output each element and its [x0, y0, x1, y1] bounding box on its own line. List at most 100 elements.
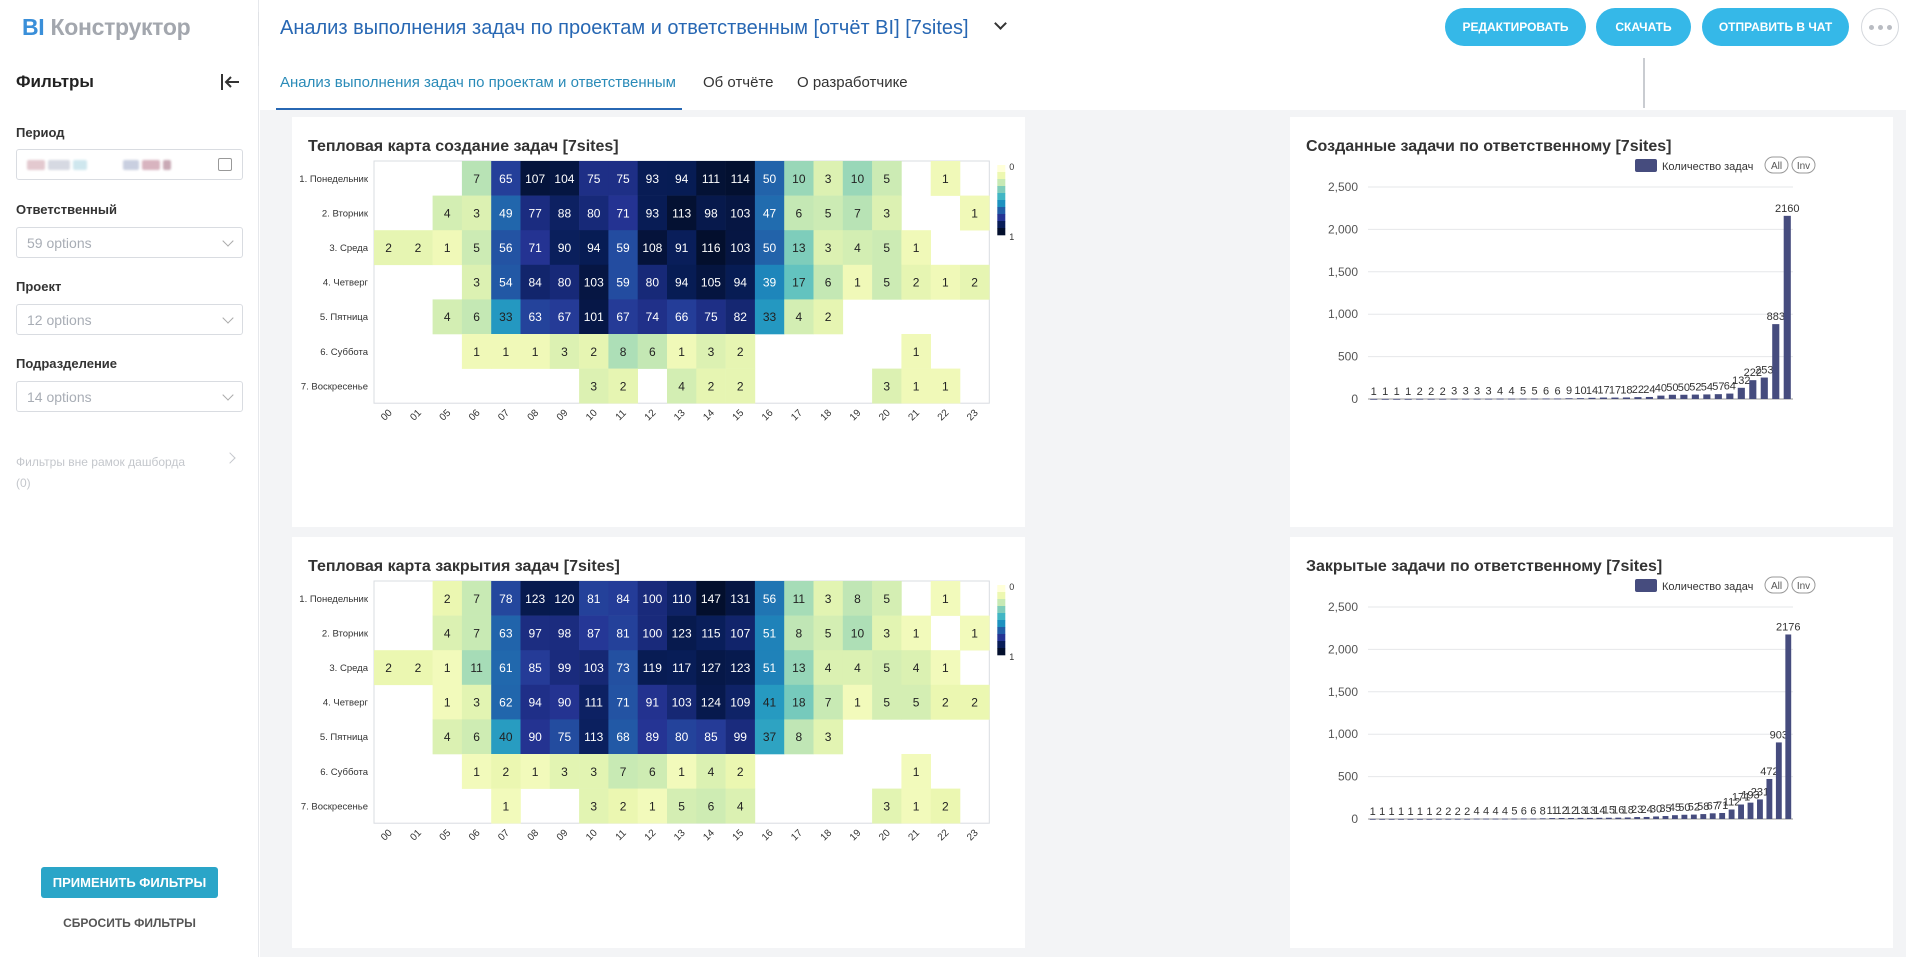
heatmap-cell: [872, 581, 902, 616]
edit-button[interactable]: РЕДАКТИРОВАТЬ: [1445, 8, 1586, 46]
bar: [1530, 398, 1539, 400]
bar: [1691, 394, 1699, 399]
heatmap-value: 100: [642, 626, 662, 640]
bar-created-card: Созданные задачи по ответственному [7sit…: [1290, 117, 1893, 527]
chevron-right-icon[interactable]: [224, 452, 236, 464]
bar: [1454, 818, 1461, 820]
chart-title: Созданные задачи по ответственному [7sit…: [1306, 138, 1672, 155]
heatmap-row-label: 3. Среда: [329, 663, 368, 674]
heatmap-closed-card: Тепловая карта закрытия задач [7sites] 2…: [292, 537, 1025, 948]
heatmap-value: 94: [675, 172, 689, 186]
y-tick-label: 2,500: [1328, 180, 1358, 194]
heatmap-value: 4: [737, 799, 744, 813]
heatmap-cell: [549, 615, 580, 651]
scrollbar[interactable]: [1643, 58, 1645, 108]
heatmap-cell: [901, 754, 931, 789]
project-select[interactable]: 12 options: [16, 304, 243, 335]
heatmap-col-label: 15: [731, 827, 747, 843]
bar-value-label: 50: [1678, 382, 1690, 394]
period-date-input[interactable]: [16, 149, 243, 180]
bar-value-label: 883: [1767, 311, 1785, 323]
heatmap-col-label: 07: [496, 407, 512, 423]
heatmap-value: 3: [883, 799, 890, 813]
heatmap-cell: [637, 161, 668, 196]
filters-title: Фильтры: [16, 72, 94, 91]
heatmap-cell: [930, 368, 961, 404]
responsible-select[interactable]: 59 options: [16, 227, 243, 258]
apply-filters-button[interactable]: ПРИМЕНИТЬ ФИЛЬТРЫ: [41, 867, 218, 898]
heatmap-row-label: 2. Вторник: [322, 208, 369, 219]
heatmap-cell: [374, 650, 404, 686]
heatmap-row-label: 6. Суббота: [320, 767, 368, 778]
heatmap-value: 2: [913, 276, 920, 290]
heatmap-cell: [667, 581, 697, 616]
heatmap-cell: [813, 299, 844, 335]
heatmap-value: 62: [499, 696, 513, 710]
heatmap-cell: [901, 264, 931, 300]
heatmap-value: 1: [913, 345, 920, 359]
heatmap-value: 4: [854, 661, 861, 675]
heatmap-value: 5: [825, 626, 832, 640]
heatmap-value: 51: [763, 626, 777, 640]
heatmap-cell: [784, 684, 814, 720]
heatmap-col-label: 19: [848, 827, 864, 843]
bar: [1643, 816, 1650, 819]
division-label: Подразделение: [16, 356, 118, 371]
heatmap-value: 74: [646, 310, 660, 324]
heatmap-cell: [432, 615, 463, 651]
heatmap-cell: [960, 615, 990, 651]
calendar-icon[interactable]: [218, 158, 232, 171]
collapse-panel-icon[interactable]: [219, 71, 241, 93]
heatmap-col-label: 18: [819, 407, 835, 423]
tab-analysis[interactable]: Анализ выполнения задач по проектам и от…: [280, 74, 676, 91]
heatmap-cell: [461, 264, 492, 300]
heatmap-value: 63: [528, 310, 542, 324]
tab-about-report[interactable]: Об отчёте: [703, 74, 774, 91]
heatmap-value: 2: [708, 379, 715, 393]
page-title[interactable]: Анализ выполнения задач по проектам и от…: [280, 17, 969, 39]
legend-swatch: [997, 606, 1006, 614]
reset-filters-button[interactable]: СБРОСИТЬ ФИЛЬТРЫ: [63, 916, 196, 930]
heatmap-col-label: 05: [438, 407, 454, 423]
heatmap-cell: [520, 299, 551, 335]
chevron-down-icon[interactable]: [994, 17, 1007, 30]
heatmap-cell: [901, 650, 931, 686]
heatmap-cell: [754, 230, 785, 266]
header: Анализ выполнения задач по проектам и от…: [259, 0, 1906, 58]
heatmap-row-label: 6. Суббота: [320, 347, 368, 358]
heatmap-value: 56: [763, 592, 777, 606]
heatmap-value: 13: [792, 661, 806, 675]
heatmap-row-label: 1. Понедельник: [299, 174, 369, 185]
heatmap-value: 1: [473, 345, 480, 359]
heatmap-cell: [725, 719, 756, 755]
heatmap-cell: [872, 264, 902, 300]
heatmap-cell: [520, 719, 551, 755]
bar-value-label: 222: [1744, 367, 1762, 379]
app-logo[interactable]: BI Конструктор: [22, 14, 191, 40]
heatmap-cell: [930, 650, 961, 686]
more-options-icon[interactable]: [1861, 8, 1899, 46]
outside-filters[interactable]: Фильтры вне рамок дашборда (0): [16, 452, 185, 494]
heatmap-cell: [696, 684, 726, 720]
heatmap-value: 104: [554, 172, 574, 186]
heatmap-value: 18: [792, 696, 806, 710]
heatmap-cell: [872, 615, 902, 651]
heatmap-cell: [667, 650, 697, 686]
division-select[interactable]: 14 options: [16, 381, 243, 412]
bar: [1398, 818, 1404, 820]
heatmap-value: 107: [525, 172, 545, 186]
bar-value-label: 1: [1394, 386, 1400, 398]
heatmap-value: 90: [558, 241, 572, 255]
download-button[interactable]: СКАЧАТЬ: [1596, 8, 1691, 46]
heatmap-value: 94: [734, 276, 748, 290]
heatmap-value: 54: [499, 276, 513, 290]
bar: [1728, 809, 1735, 819]
heatmap-value: 1: [942, 592, 949, 606]
heatmap-cell: [872, 230, 902, 266]
heatmap-cell: [813, 719, 844, 755]
send-to-chat-button[interactable]: ОТПРАВИТЬ В ЧАТ: [1702, 8, 1849, 46]
tab-about-developer[interactable]: О разработчике: [797, 74, 908, 91]
legend-min-label: 0: [1009, 582, 1014, 592]
heatmap-value: 67: [558, 310, 572, 324]
heatmap-value: 75: [704, 310, 718, 324]
